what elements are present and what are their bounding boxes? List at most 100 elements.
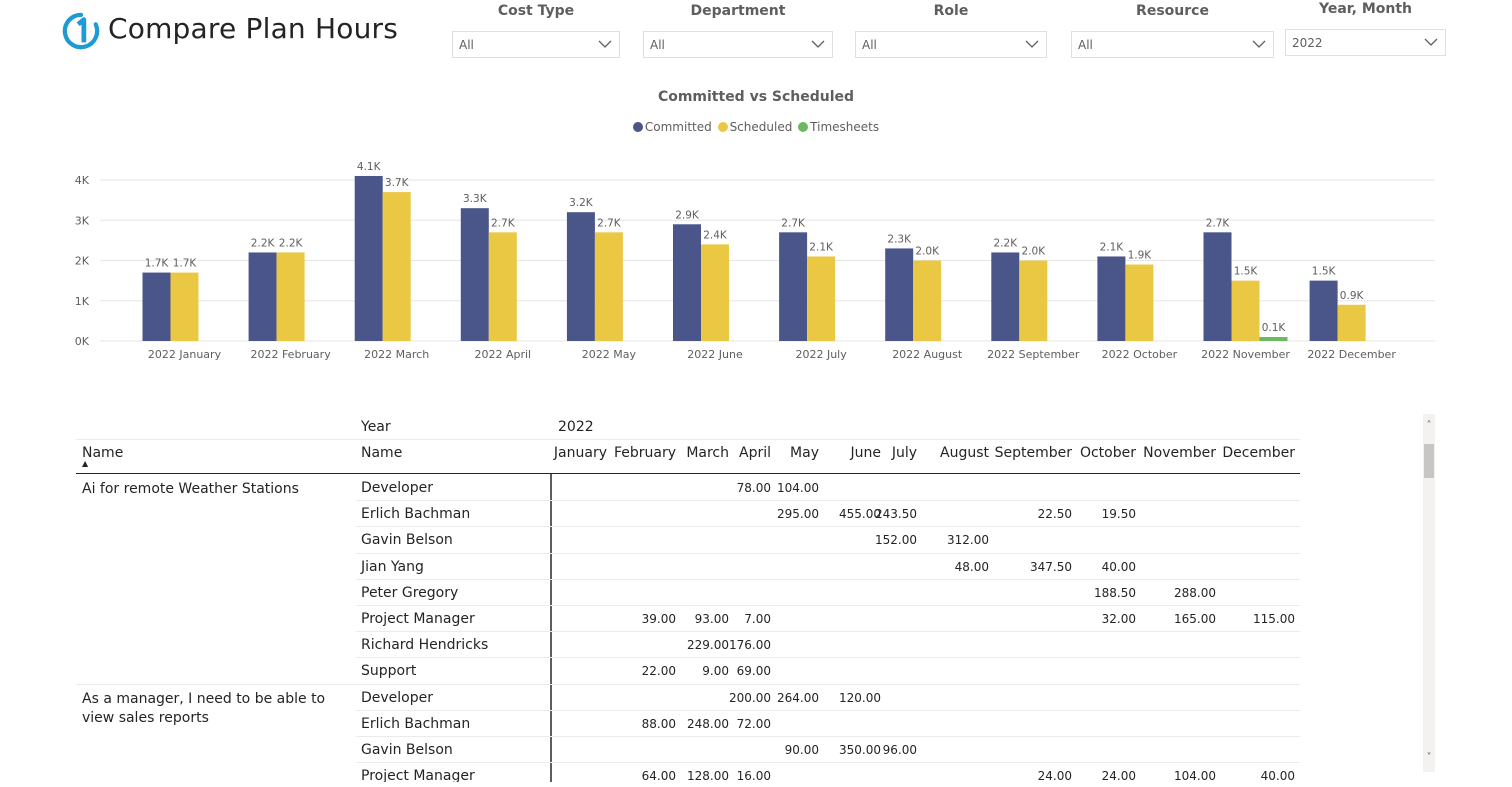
legend-label: Committed [644, 120, 712, 134]
chevron-down-icon [1424, 38, 1438, 46]
data-label: 2.2K [251, 237, 276, 249]
scroll-up-icon[interactable]: ˄ [1426, 420, 1432, 431]
resource-name: Project Manager [361, 611, 475, 627]
data-label: 2.0K [1022, 246, 1047, 258]
row-divider [356, 605, 1300, 606]
hours-value: 104.00 [777, 481, 819, 495]
row-divider [356, 736, 1300, 737]
row-divider [356, 631, 1300, 632]
month-header[interactable]: July [891, 445, 917, 461]
hours-value: 176.00 [729, 638, 771, 652]
x-tick-label: 2022 September [987, 348, 1080, 361]
data-label: 1.7K [173, 258, 198, 270]
chevron-down-icon [598, 40, 612, 48]
resource-name: Peter Gregory [361, 585, 459, 601]
bar-scheduled [1337, 304, 1366, 341]
legend-item-scheduled[interactable]: Scheduled [717, 120, 792, 134]
month-header[interactable]: March [686, 445, 729, 461]
year-value: 2022 [558, 419, 594, 435]
data-label: 0.1K [1262, 322, 1287, 334]
month-header[interactable]: February [613, 445, 676, 461]
row-divider [356, 657, 1300, 658]
data-label: 2.0K [915, 246, 940, 258]
resource-name: Developer [361, 480, 434, 496]
hours-value: 229.00 [687, 638, 729, 652]
bar-scheduled [1125, 264, 1154, 341]
y-tick-label: 3K [75, 214, 90, 227]
x-tick-label: 2022 March [364, 348, 429, 361]
hours-value: 243.50 [875, 507, 917, 521]
hours-value: 455.00 [839, 507, 881, 521]
hours-value: 200.00 [729, 691, 771, 705]
hours-value: 104.00 [1174, 769, 1216, 782]
chevron-down-icon [811, 40, 825, 48]
resource-label: Resource [1136, 3, 1209, 19]
hours-value: 9.00 [702, 664, 729, 678]
hours-value: 40.00 [1260, 769, 1295, 782]
role-value: All [862, 38, 877, 52]
scroll-thumb[interactable] [1424, 444, 1434, 478]
department-slicer: Department All [643, 0, 833, 58]
name-header-resource[interactable]: Name [361, 445, 403, 461]
y-tick-label: 1K [75, 295, 90, 308]
bar-scheduled [1231, 280, 1260, 341]
month-header[interactable]: September [994, 445, 1072, 461]
y-tick-label: 4K [75, 174, 90, 187]
matrix-scrollbar[interactable]: ˄ ˅ [1423, 414, 1435, 772]
bar-committed [566, 212, 595, 341]
resource-name: Project Manager [361, 768, 475, 782]
x-tick-label: 2022 February [250, 348, 331, 361]
legend-item-committed[interactable]: Committed [632, 120, 712, 134]
year-month-dropdown[interactable]: 2022 [1285, 29, 1446, 56]
hours-value: 88.00 [641, 717, 676, 731]
month-header[interactable]: January [553, 445, 607, 461]
month-header[interactable]: April [739, 445, 771, 461]
month-header[interactable]: August [940, 445, 989, 461]
data-label: 2.1K [809, 241, 834, 253]
month-header[interactable]: November [1143, 445, 1216, 461]
data-label: 3.3K [463, 193, 488, 205]
department-label: Department [690, 3, 786, 19]
month-header[interactable]: October [1079, 445, 1136, 461]
resource-name: Jian Yang [361, 559, 424, 575]
month-header[interactable]: December [1222, 445, 1295, 461]
row-divider [356, 762, 1300, 763]
hours-value: 312.00 [947, 533, 989, 547]
hours-value: 347.50 [1030, 560, 1072, 574]
department-dropdown[interactable]: All [643, 31, 833, 58]
bar-committed [1309, 280, 1338, 341]
bar-committed [248, 252, 277, 341]
resource-name: Gavin Belson [361, 742, 453, 758]
bar-scheduled [170, 272, 199, 341]
cost-type-dropdown[interactable]: All [452, 31, 620, 58]
data-label: 2.4K [703, 229, 728, 241]
sort-ascending-icon[interactable]: ▲ [82, 459, 89, 468]
hours-value: 120.00 [839, 691, 881, 705]
scroll-down-icon[interactable]: ˅ [1426, 752, 1432, 763]
data-label: 2.9K [675, 209, 700, 221]
hours-value: 188.50 [1094, 586, 1136, 600]
month-header[interactable]: May [790, 445, 819, 461]
resource-dropdown[interactable]: All [1071, 31, 1274, 58]
row-divider [76, 684, 1300, 685]
role-dropdown[interactable]: All [855, 31, 1047, 58]
row-divider [356, 526, 1300, 527]
bar-committed [885, 248, 914, 341]
data-label: 1.7K [145, 258, 170, 270]
bar-scheduled [488, 232, 517, 341]
hours-value: 24.00 [1037, 769, 1072, 782]
data-label: 2.7K [491, 217, 516, 229]
bar-timesheets [1259, 336, 1288, 341]
data-label: 2.7K [597, 217, 622, 229]
name-header-group[interactable]: Name [82, 445, 124, 461]
plan-hours-matrix: Year 2022 Name ▲ Name January February March Apr… [76, 414, 1302, 782]
x-tick-label: 2022 January [148, 348, 222, 361]
hours-value: 295.00 [777, 507, 819, 521]
group-name: Ai for remote Weather Stations [82, 481, 299, 497]
month-header[interactable]: June [850, 445, 882, 461]
legend-item-timesheets[interactable]: Timesheets [798, 120, 879, 134]
bar-scheduled [382, 192, 411, 341]
bar-committed [142, 272, 171, 341]
hours-value: 19.50 [1101, 507, 1136, 521]
bar-committed [460, 208, 489, 341]
